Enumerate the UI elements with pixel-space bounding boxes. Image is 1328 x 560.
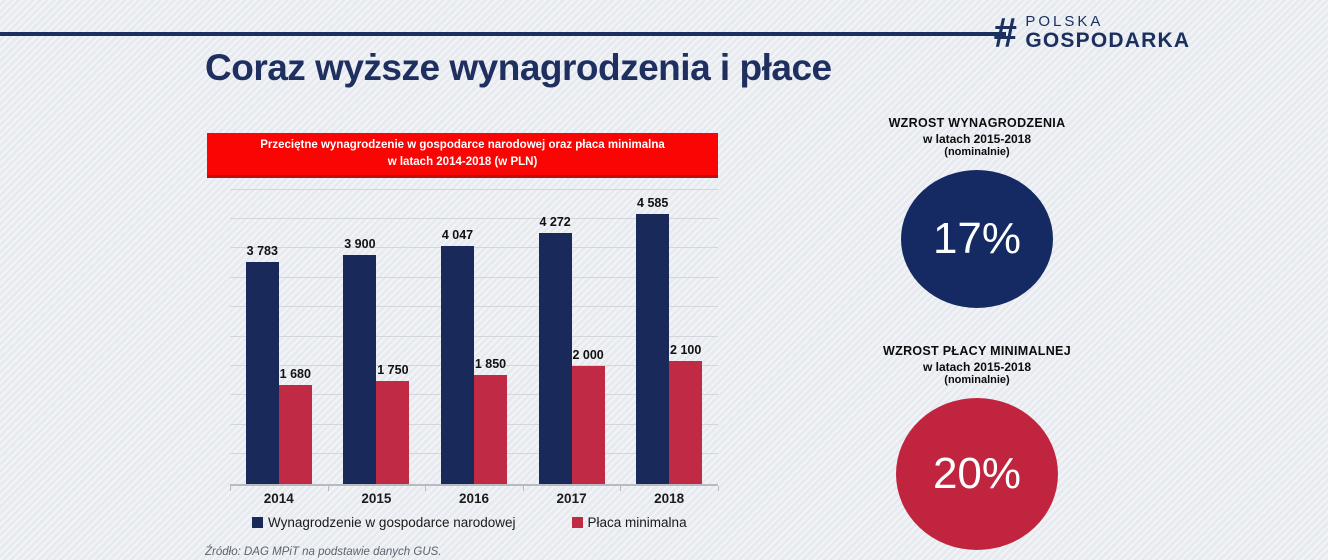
legend-label: Płaca minimalna [587,514,687,530]
bar: 1 850 [473,357,507,484]
legend-swatch [252,516,263,528]
bar-value-label: 1 750 [377,362,409,377]
bar: 4 272 [538,215,572,484]
brand-line1: POLSKA [1025,13,1104,31]
gridline [230,306,718,308]
bar-group: 4 047 1 850 [440,228,507,484]
bar-value-label: 2 000 [572,347,604,362]
source-note: Źródło: DAG MPiT na podstawie danych GUS… [205,545,442,558]
bar-value-label: 1 680 [279,366,311,381]
gridline [230,364,718,366]
bar-value-label: 4 585 [637,195,669,210]
bar-value-label: 4 047 [441,227,474,242]
kpi-title: WZROST PŁACY MINIMALNEJ [883,344,1071,358]
bar-value-label: 2 100 [670,342,702,357]
kpi-value: 20% [932,449,1022,498]
plot-area: 3 783 1 680 3 900 1 750 4 047 1 850 4 272 2 000… [230,188,719,491]
bar: 4 585 [636,196,670,484]
chart-title: Przeciętne wynagrodzenie w gospodarce na… [260,139,665,151]
bar-group: 3 900 1 750 [343,237,410,484]
bar-groups: 3 783 1 680 3 900 1 750 4 047 1 850 4 272 2 000… [230,190,718,484]
kpi-circle: 17% [901,170,1053,308]
bar: 2 000 [571,348,605,484]
x-axis-label: 2016 [458,490,489,506]
x-axis-label: 2015 [361,490,392,506]
axis-tick [425,485,427,491]
bar-group: 3 783 1 680 [245,244,312,484]
legend-item: Wynagrodzenie w gospodarce narodowej [252,515,516,530]
header-divider-line [0,32,1006,36]
brand-logo: # POLSKA GOSPODARKA [993,9,1190,56]
legend-swatch [571,516,583,528]
gridline [230,217,718,219]
bar: 4 047 [440,228,474,484]
axis-tick [327,485,329,491]
brand-text: POLSKA GOSPODARKA [1025,14,1190,52]
kpi-circle: 20% [896,398,1058,550]
chart-legend: Wynagrodzenie w gospodarce narodowej Płac… [252,515,718,530]
axis-tick [230,485,231,491]
bar-value-label: 3 900 [344,236,376,251]
bar: 1 750 [376,363,410,484]
kpi-qualifier: (nominalnie) [944,374,1010,386]
x-axis-label: 2018 [654,490,685,506]
kpi-value: 17% [932,214,1022,263]
x-axis-label: 2017 [556,490,587,506]
kpi-period: w latach 2015-2018 [922,132,1032,146]
x-axis-label: 2014 [263,490,294,506]
kpi-block: WZROST PŁACY MINIMALNEJ w latach 2015-201… [857,344,1097,550]
bar-value-label: 3 783 [246,243,278,258]
page-title: Coraz wyższe wynagrodzenia i płace [205,47,832,88]
legend-item: Płaca minimalna [571,514,687,530]
kpi-panel: WZROST WYNAGRODZENIA w latach 2015-2018 (n… [857,116,1097,550]
gridline [230,188,718,190]
kpi-block: WZROST WYNAGRODZENIA w latach 2015-2018 (n… [857,116,1097,308]
bar: 2 100 [669,343,703,484]
bar-value-label: 4 272 [539,214,571,229]
axis-tick [522,485,524,491]
axis-tick [620,485,622,491]
legend-label: Wynagrodzenie w gospodarce narodowej [268,514,516,530]
gridline [230,335,718,337]
kpi-period: w latach 2015-2018 [922,360,1032,374]
bar-group: 4 585 2 100 [636,196,703,484]
hashtag-icon: # [993,9,1017,56]
bar: 3 783 [245,244,279,484]
chart-title-banner: Przeciętne wynagrodzenie w gospodarce na… [207,133,718,178]
gridline [230,276,718,278]
bar: 3 900 [343,237,377,484]
chart-subtitle: w latach 2014-2018 (w PLN) [387,156,538,169]
bar-value-label: 1 850 [474,356,507,371]
bar-chart: Przeciętne wynagrodzenie w gospodarce na… [205,133,719,558]
bar-group: 4 272 2 000 [538,215,605,484]
brand-line2: GOSPODARKA [1025,28,1191,52]
bar: 1 680 [278,367,312,484]
gridline [230,247,718,249]
x-axis-labels: 2014 2015 2016 2017 2018 [230,491,718,506]
kpi-title: WZROST WYNAGRODZENIA [888,116,1066,130]
axis-tick [718,485,719,491]
kpi-qualifier: (nominalnie) [944,146,1010,158]
